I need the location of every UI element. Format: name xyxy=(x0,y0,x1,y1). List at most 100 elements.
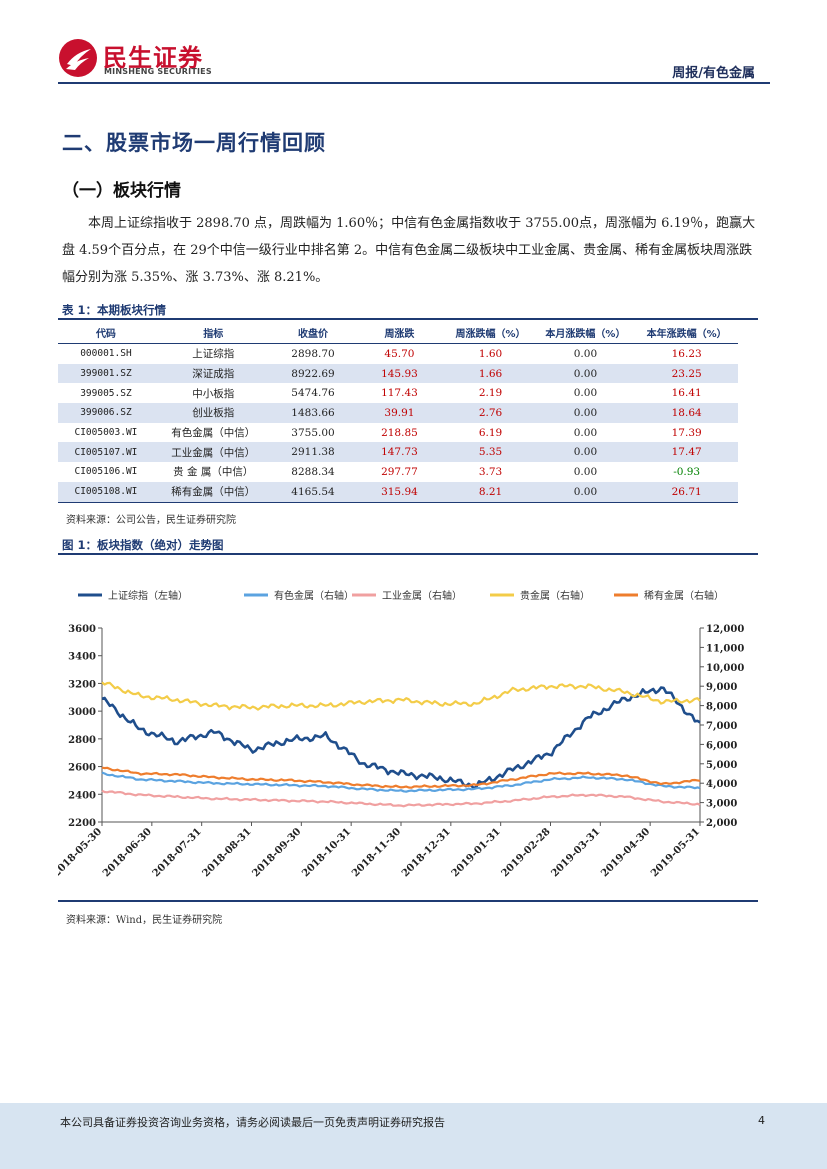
x-tick-label: 2019-05-31 xyxy=(649,826,702,879)
cell-index: 上证综指 xyxy=(192,348,235,361)
table-row: CI005108.WI 稀有金属（中信） 4165.54 315.94 8.21… xyxy=(58,481,738,503)
figure-caption-rule xyxy=(58,553,758,555)
left-tick-label: 2600 xyxy=(68,763,96,774)
series-line xyxy=(101,686,701,790)
col-header-week-change: 周涨跌 xyxy=(353,321,446,344)
x-tick-label: 2019-02-28 xyxy=(500,826,553,879)
x-tick-label: 2018-09-30 xyxy=(250,826,303,879)
table-row: 399006.SZ 创业板指 1483.66 39.91 2.76 0.00 1… xyxy=(58,403,738,423)
cell-index: 创业板指 xyxy=(153,403,273,423)
cell-close: 8922.69 xyxy=(272,363,354,384)
right-tick-label: 3,000 xyxy=(706,799,737,810)
summary-text: 本周上证综指收于 2898.70 点，周跌幅为 1.60％；中信有色金属指数收于… xyxy=(62,216,756,285)
sub-section-title: （一）板块行情 xyxy=(62,181,181,201)
cell-week-pct: 2.76 xyxy=(445,403,536,423)
table-row: CI005003.WI 有色金属（中信） 3755.00 218.85 6.19… xyxy=(58,423,738,443)
legend-label: 工业金属（右轴） xyxy=(382,589,462,602)
cell-month-pct: 0.00 xyxy=(573,347,598,360)
legend-label: 稀有金属（右轴） xyxy=(644,589,724,602)
figure-caption: 图 1：板块指数（绝对）走势图 xyxy=(62,538,224,552)
right-tick-label: 6,000 xyxy=(706,740,737,751)
header-divider xyxy=(58,82,770,84)
left-tick-label: 2800 xyxy=(68,735,96,746)
cell-week-pct: 6.19 xyxy=(478,426,503,439)
col-header-close: 收盘价 xyxy=(272,321,354,344)
cell-index: 有色金属（中信） xyxy=(171,427,256,440)
cell-week-change: 297.77 xyxy=(381,465,418,478)
cell-month-pct: 0.00 xyxy=(535,442,636,463)
right-tick-label: 7,000 xyxy=(706,721,737,732)
table-header-row: 代码 指标 收盘价 周涨跌 周涨跌幅（%） 本月涨跌幅（%） 本年涨跌幅（%） xyxy=(58,321,738,344)
table-row: 399005.SZ 中小板指 5474.76 117.43 2.19 0.00 … xyxy=(58,383,738,403)
cell-month-pct: 0.00 xyxy=(573,426,598,439)
table-row: CI005107.WI 工业金属（中信） 2911.38 147.73 5.35… xyxy=(58,442,738,463)
legend-label: 贵金属（右轴） xyxy=(520,589,590,602)
cell-week-pct: 1.66 xyxy=(445,363,536,384)
right-tick-label: 4,000 xyxy=(706,779,737,790)
cell-code: 000001.SH xyxy=(80,348,132,360)
cell-month-pct: 0.00 xyxy=(535,363,636,384)
cell-index: 贵 金 属（中信） xyxy=(173,466,254,479)
x-tick-label: 2018-10-31 xyxy=(300,826,353,879)
cell-code: CI005106.WI xyxy=(74,466,138,478)
table-row: 000001.SH 上证综指 2898.70 45.70 1.60 0.00 1… xyxy=(58,344,738,364)
cell-year-pct: 23.25 xyxy=(635,363,738,384)
x-tick-label: 2018-11-30 xyxy=(350,826,403,879)
right-tick-label: 9,000 xyxy=(706,682,737,693)
cell-week-change: 147.73 xyxy=(353,442,446,463)
table-row: CI005106.WI 贵 金 属（中信） 8288.34 297.77 3.7… xyxy=(58,462,738,482)
figure-bottom-rule xyxy=(58,900,758,902)
report-type-label: 周报/有色金属 xyxy=(672,66,755,81)
series-line xyxy=(101,681,701,711)
cell-code: CI005107.WI xyxy=(58,442,154,463)
cell-close: 4165.54 xyxy=(272,481,354,503)
cell-week-change: 117.43 xyxy=(381,387,418,400)
cell-close: 8288.34 xyxy=(291,465,335,478)
cell-week-pct: 3.73 xyxy=(478,465,503,478)
table-caption-rule xyxy=(58,318,758,320)
cell-month-pct: 0.00 xyxy=(573,387,598,400)
cell-year-pct: 17.47 xyxy=(635,442,738,463)
cell-month-pct: 0.00 xyxy=(535,481,636,503)
table-row: 399001.SZ 深证成指 8922.69 145.93 1.66 0.00 … xyxy=(58,363,738,384)
sector-performance-table: 代码 指标 收盘价 周涨跌 周涨跌幅（%） 本月涨跌幅（%） 本年涨跌幅（%） … xyxy=(58,321,738,503)
x-tick-label: 2019-01-31 xyxy=(450,826,503,879)
logo-text-cn: 民生证券 xyxy=(103,44,203,72)
cell-code: 399005.SZ xyxy=(80,387,132,399)
cell-week-pct: 1.60 xyxy=(478,347,503,360)
cell-close: 2911.38 xyxy=(272,442,354,463)
page-header: 民生证券 MINSHENG SECURITIES 周报/有色金属 xyxy=(0,0,827,85)
cell-year-pct: 17.39 xyxy=(671,426,702,439)
cell-year-pct: 16.23 xyxy=(671,347,702,360)
series-line xyxy=(101,771,701,793)
cell-code: 399006.SZ xyxy=(58,403,154,423)
cell-week-change: 145.93 xyxy=(353,363,446,384)
x-tick-label: 2019-03-31 xyxy=(549,826,602,879)
cell-week-change: 315.94 xyxy=(353,481,446,503)
left-tick-label: 2400 xyxy=(68,790,96,801)
cell-close: 3755.00 xyxy=(291,426,335,439)
legend-label: 上证综指（左轴） xyxy=(108,589,188,602)
cell-index: 稀有金属（中信） xyxy=(153,481,273,503)
right-tick-label: 8,000 xyxy=(706,702,737,713)
table-caption: 表 1：本期板块行情 xyxy=(62,303,167,317)
cell-close: 5474.76 xyxy=(291,387,335,400)
cell-week-change: 218.85 xyxy=(381,426,418,439)
right-tick-label: 12,000 xyxy=(706,624,744,635)
col-header-index: 指标 xyxy=(153,321,273,344)
col-header-code: 代码 xyxy=(58,321,154,344)
sector-index-chart: 上证综指（左轴） 有色金属（右轴） 工业金属（右轴） 贵金属（右轴） 稀有金属（右轴） 2… xyxy=(51,556,758,901)
cell-week-pct: 5.35 xyxy=(445,442,536,463)
cell-year-pct: -0.93 xyxy=(673,465,701,478)
cell-index: 深证成指 xyxy=(153,363,273,384)
cell-code: CI005108.WI xyxy=(58,481,154,503)
col-header-week-pct: 周涨跌幅（%） xyxy=(445,321,536,344)
cell-code: 399001.SZ xyxy=(58,363,154,384)
right-tick-label: 2,000 xyxy=(706,818,737,829)
cell-index: 工业金属（中信） xyxy=(153,442,273,463)
chart-svg: 上证综指（左轴） 有色金属（右轴） 工业金属（右轴） 贵金属（右轴） 稀有金属（右轴） 2… xyxy=(51,589,744,879)
minsheng-logo-icon xyxy=(59,39,97,77)
x-tick-label: 2018-07-31 xyxy=(151,826,204,879)
cell-year-pct: 16.41 xyxy=(671,387,702,400)
cell-year-pct: 18.64 xyxy=(635,403,738,423)
